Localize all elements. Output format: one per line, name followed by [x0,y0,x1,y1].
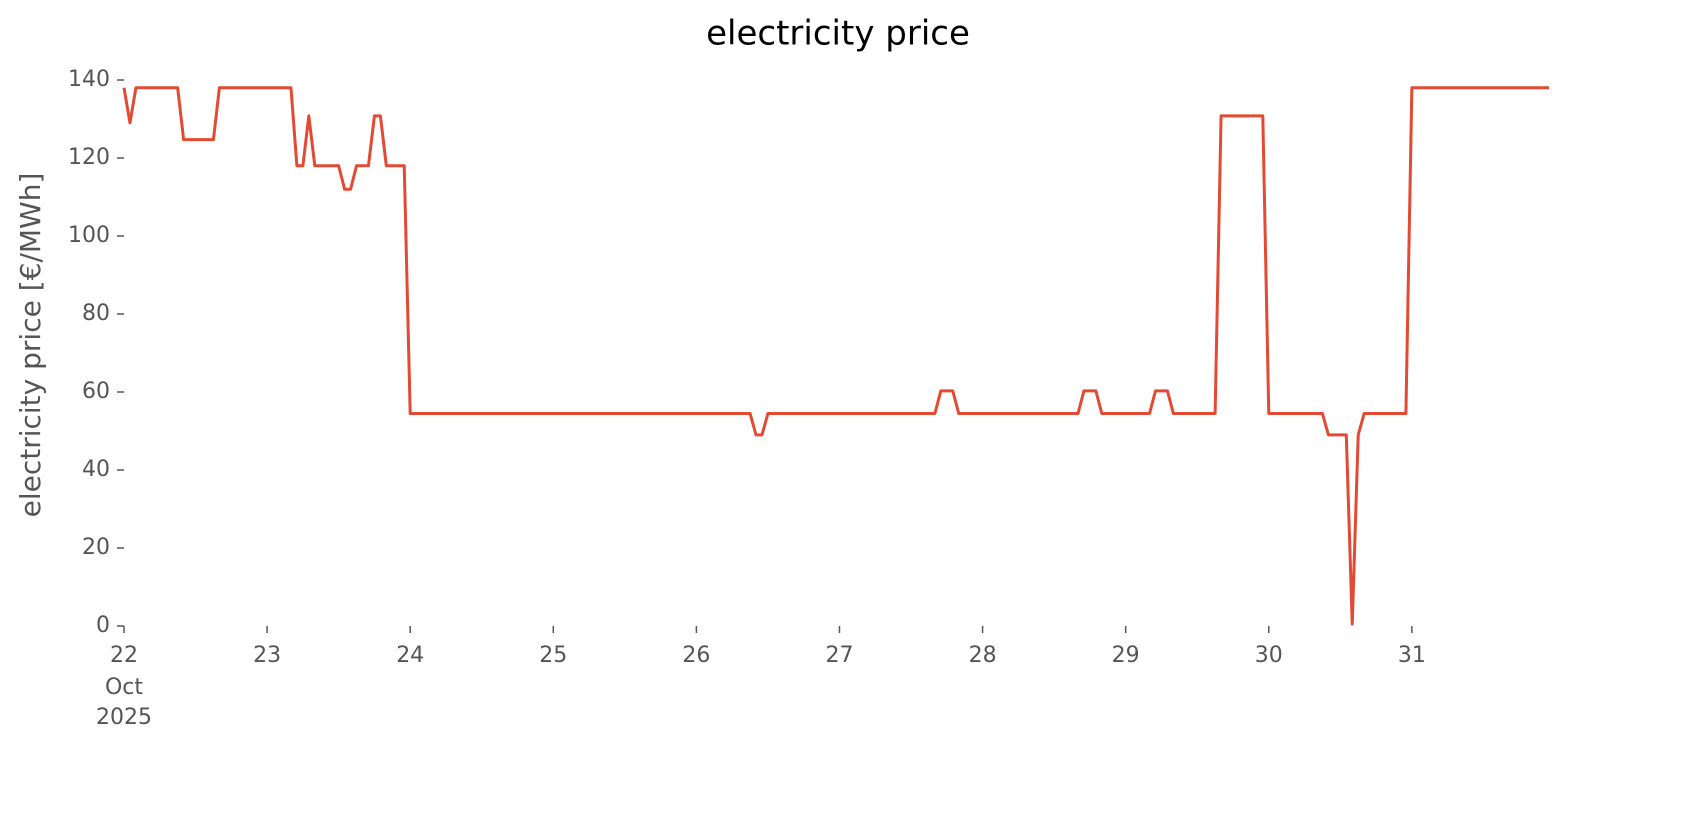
x-tick-label: 25 [539,643,567,668]
x-tick-label: 24 [396,643,424,668]
x-tick-label: 30 [1255,643,1283,668]
y-tick-label: 60 [82,379,110,404]
y-tick-label: 120 [68,145,110,170]
y-tick-label: 80 [82,301,110,326]
x-tick-label: 23 [253,643,281,668]
y-tick-label: 140 [68,67,110,92]
x-tick-label: 22 [110,643,138,668]
y-tick-label: 20 [82,535,110,560]
x-year-label: 2025 [96,705,152,730]
chart-title: electricity price [706,14,970,54]
y-tick-label: 40 [82,457,110,482]
y-axis-label: electricity price [€/MWh] [14,173,47,518]
x-tick-label: 26 [682,643,710,668]
y-tick-label: 100 [68,223,110,248]
series-line [122,86,1549,626]
x-tick-label: 29 [1112,643,1140,668]
y-tick-label: 0 [96,613,110,638]
x-tick-label: 31 [1398,643,1426,668]
x-tick-label: 28 [969,643,997,668]
x-month-label: Oct [105,675,143,700]
x-tick-label: 27 [825,643,853,668]
